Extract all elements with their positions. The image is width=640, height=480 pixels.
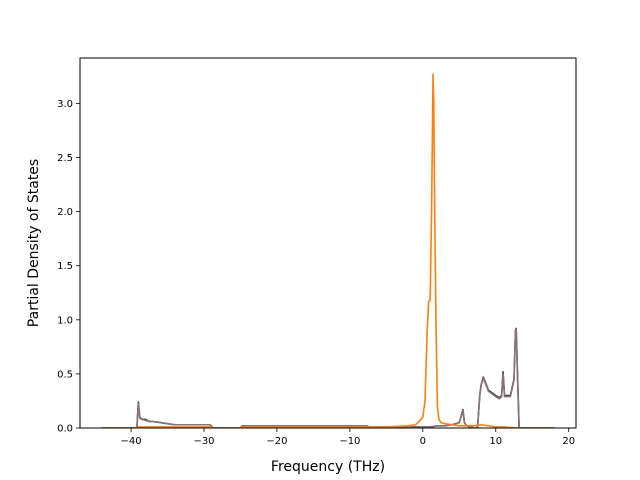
x-tick-label: −20: [266, 436, 287, 447]
x-tick-label: 20: [562, 436, 575, 447]
series-layer: [101, 73, 555, 428]
y-tick-label: 2.0: [57, 207, 73, 218]
series-line-3: [101, 73, 555, 428]
y-tick-label: 3.0: [57, 99, 73, 110]
y-tick-label: 1.5: [57, 261, 73, 272]
y-tick-label: 1.0: [57, 315, 73, 326]
x-tick-label: −10: [339, 436, 360, 447]
y-tick-label: 0.0: [57, 424, 73, 435]
x-tick-label: −30: [193, 436, 214, 447]
x-axis: −40 −30 −20 −10 0 10 20: [121, 428, 575, 447]
x-tick-label: 10: [489, 436, 502, 447]
y-tick-label: 0.5: [57, 369, 73, 380]
y-axis: 0.0 0.5 1.0 1.5 2.0 2.5 3.0: [57, 99, 80, 435]
x-tick-label: 0: [420, 436, 426, 447]
y-axis-label: Partial Density of States: [26, 159, 42, 327]
x-axis-label: Frequency (THz): [271, 459, 385, 475]
series-line-2: [101, 328, 555, 428]
plot-frame: [79, 57, 577, 429]
y-tick-label: 2.5: [57, 153, 73, 164]
x-tick-label: −40: [121, 436, 142, 447]
